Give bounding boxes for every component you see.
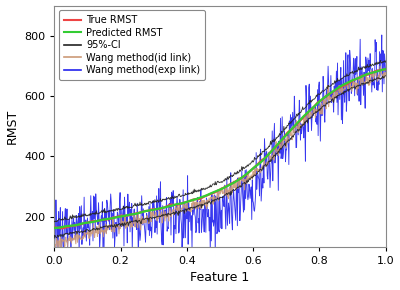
Y-axis label: RMST: RMST xyxy=(6,108,18,144)
X-axis label: Feature 1: Feature 1 xyxy=(190,271,250,284)
Legend: True RMST, Predicted RMST, 95%-CI, Wang method(id link), Wang method(exp link): True RMST, Predicted RMST, 95%-CI, Wang … xyxy=(59,10,205,80)
